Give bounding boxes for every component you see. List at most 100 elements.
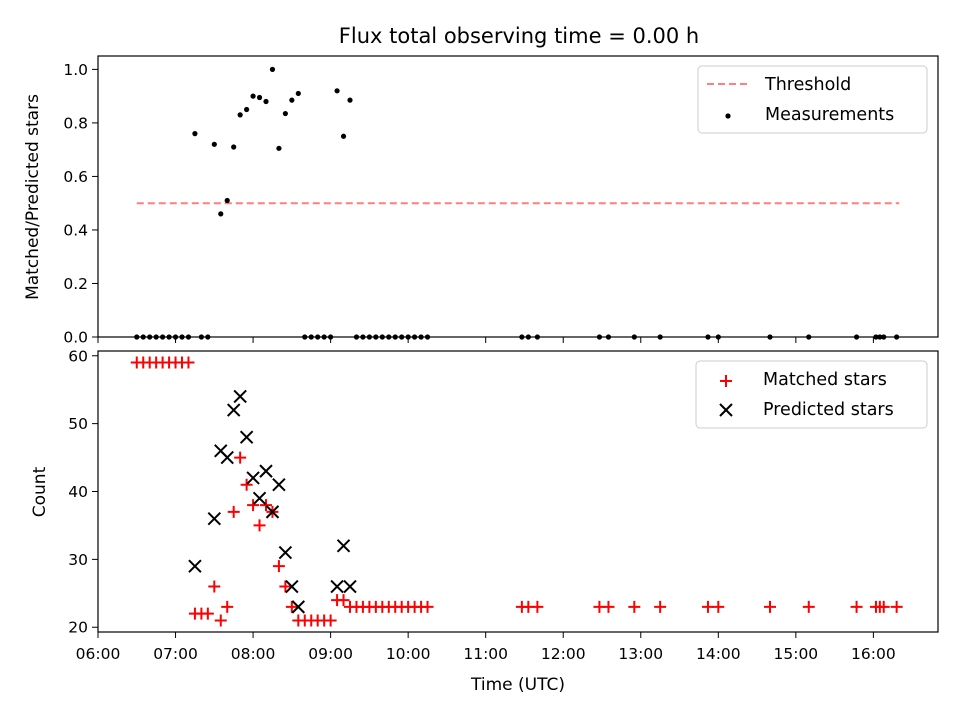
x-tick-label: 15:00 bbox=[774, 645, 819, 663]
predicted-star-point bbox=[246, 471, 260, 485]
x-tick-label: 10:00 bbox=[386, 645, 431, 663]
matched-star-point bbox=[285, 600, 298, 613]
matched-star-point bbox=[531, 600, 544, 613]
x-tick-label: 06:00 bbox=[76, 645, 121, 663]
top-axes: 0.0 0.2 0.4 0.6 0.8 1.0 Matched/Predicted sta… bbox=[23, 55, 939, 347]
measurement-point bbox=[334, 88, 340, 94]
matched-star-point bbox=[272, 560, 285, 573]
top-y-tick-label: 1.0 bbox=[63, 61, 88, 79]
predicted-star-point bbox=[343, 579, 357, 594]
legend-measurements-swatch bbox=[725, 113, 731, 119]
top-y-tick-label: 0.4 bbox=[63, 221, 88, 239]
predicted-star-point bbox=[285, 579, 299, 594]
top-plot-area bbox=[134, 66, 900, 340]
bottom-y-tick-label: 50 bbox=[68, 415, 88, 433]
top-y-axis-label: Matched/Predicted stars bbox=[23, 94, 43, 300]
top-y-tick-label: 0.0 bbox=[63, 329, 88, 347]
x-tick-label: 16:00 bbox=[851, 645, 896, 663]
bottom-y-tick-label: 40 bbox=[68, 483, 88, 501]
measurement-point bbox=[347, 97, 353, 103]
matched-star-point bbox=[201, 607, 214, 620]
measurement-point bbox=[231, 144, 237, 150]
legend-predicted-label: Predicted stars bbox=[763, 400, 894, 420]
x-tick-label: 08:00 bbox=[231, 645, 276, 663]
bottom-y-tick-label: 20 bbox=[68, 619, 88, 637]
predicted-star-point bbox=[220, 450, 234, 465]
measurement-point bbox=[289, 97, 295, 103]
matched-star-point bbox=[421, 600, 434, 613]
predicted-star-point bbox=[265, 505, 280, 519]
matched-star-point bbox=[602, 600, 615, 613]
matched-star-point bbox=[253, 519, 266, 532]
measurement-point bbox=[211, 141, 217, 147]
matched-star-point bbox=[701, 600, 714, 613]
matched-star-point bbox=[214, 614, 227, 627]
predicted-star-point bbox=[259, 464, 273, 478]
top-legend-box bbox=[697, 65, 928, 134]
bottom-y-ticks: 20 30 40 50 60 bbox=[68, 347, 98, 637]
bottom-y-tick-label: 30 bbox=[68, 551, 88, 569]
bottom-legend: Matched stars Predicted stars bbox=[695, 360, 928, 429]
bottom-x-ticks: 06:00 07:00 08:00 09:00 10:00 11:00 12:00 13:00… bbox=[76, 632, 896, 663]
matched-star-point bbox=[227, 505, 240, 518]
measurement-point bbox=[276, 145, 282, 151]
measurement-point bbox=[263, 98, 269, 105]
matched-star-point bbox=[764, 600, 776, 613]
matched-star-point bbox=[234, 451, 247, 464]
predicted-star-point bbox=[252, 491, 267, 505]
predicted-star-point bbox=[207, 511, 222, 526]
x-tick-label: 09:00 bbox=[308, 645, 353, 663]
x-tick-label: 07:00 bbox=[153, 645, 198, 663]
measurement-point bbox=[218, 211, 224, 217]
bottom-plot-area bbox=[130, 356, 903, 627]
matched-star-point bbox=[850, 600, 863, 613]
matched-star-point bbox=[221, 600, 234, 613]
top-y-tick-label: 0.6 bbox=[63, 168, 88, 186]
matched-star-point bbox=[654, 600, 667, 613]
predicted-star-point bbox=[233, 389, 247, 404]
measurement-point bbox=[269, 66, 276, 72]
matched-star-point bbox=[247, 499, 260, 512]
legend-measurements-label: Measurements bbox=[765, 105, 894, 125]
matched-star-point bbox=[628, 600, 641, 613]
predicted-star-point bbox=[188, 559, 202, 573]
bottom-legend-box bbox=[695, 360, 928, 429]
bottom-y-tick-label: 60 bbox=[68, 347, 88, 365]
matched-star-point bbox=[279, 580, 292, 593]
matched-star-point bbox=[240, 478, 253, 491]
matched-star-point bbox=[324, 614, 337, 627]
legend-predicted-swatch bbox=[719, 403, 733, 417]
top-y-ticks: 0.0 0.2 0.4 0.6 0.8 1.0 bbox=[63, 61, 98, 347]
x-tick-label: 12:00 bbox=[541, 645, 586, 663]
measurement-point bbox=[237, 112, 243, 118]
chart-title: Flux total observing time = 0.00 h bbox=[339, 24, 699, 48]
top-y-tick-label: 0.2 bbox=[63, 275, 88, 293]
x-tick-label: 14:00 bbox=[696, 645, 741, 663]
top-x-ticks bbox=[97, 337, 874, 343]
matched-star-point bbox=[877, 600, 890, 613]
matched-star-point bbox=[260, 499, 272, 512]
predicted-star-point bbox=[336, 539, 351, 553]
matched-star-point bbox=[802, 600, 815, 613]
bottom-y-axis-label: Count bbox=[30, 466, 50, 517]
matched-star-point bbox=[890, 600, 903, 613]
predicted-star-point bbox=[278, 545, 293, 560]
measurement-point bbox=[224, 197, 230, 204]
measurement-point bbox=[256, 94, 263, 101]
measurement-point bbox=[192, 131, 198, 137]
measurement-point bbox=[250, 93, 256, 99]
measurement-point bbox=[295, 90, 301, 97]
predicted-star-point bbox=[272, 478, 286, 492]
bottom-axes: 20 30 40 50 60 06:00 07:00 08:00 09:00 10:00 11:0… bbox=[30, 347, 939, 695]
x-tick-label: 11:00 bbox=[463, 645, 508, 663]
matched-star-point bbox=[182, 356, 195, 369]
top-y-tick-label: 0.8 bbox=[63, 114, 88, 132]
predicted-star-point bbox=[291, 600, 306, 614]
measurement-point bbox=[340, 133, 347, 139]
x-tick-label: 13:00 bbox=[618, 645, 663, 663]
matched-star-point bbox=[208, 580, 221, 593]
predicted-star-point bbox=[226, 403, 241, 417]
top-axes-frame bbox=[97, 55, 939, 338]
predicted-star-point bbox=[330, 579, 344, 594]
